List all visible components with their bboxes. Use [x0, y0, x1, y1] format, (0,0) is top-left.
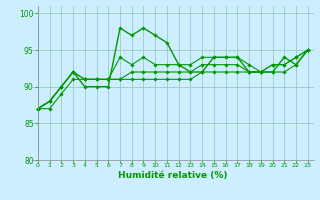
X-axis label: Humidité relative (%): Humidité relative (%): [118, 171, 228, 180]
